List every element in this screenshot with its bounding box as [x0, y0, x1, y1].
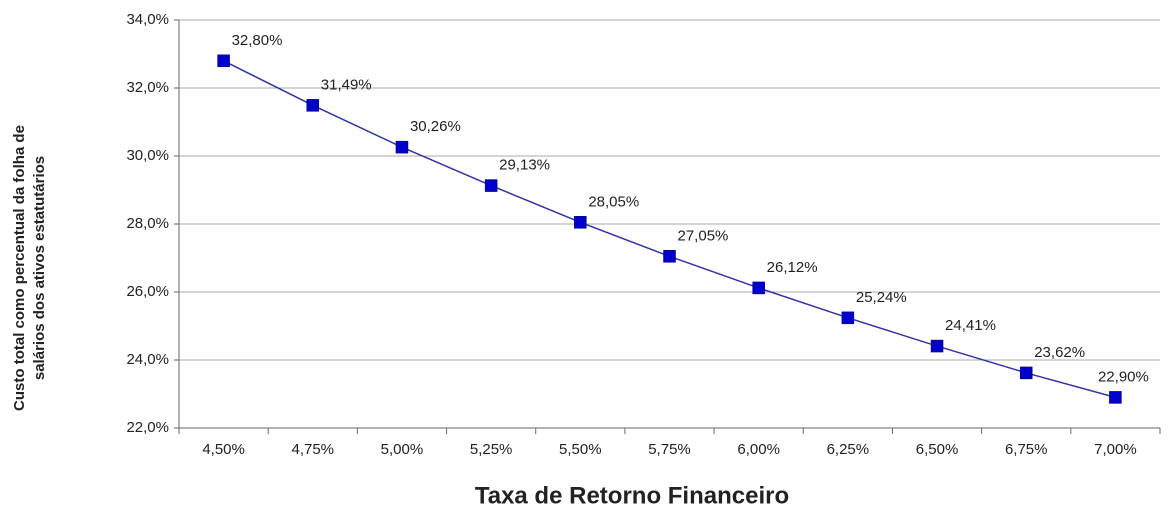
- x-tick-label: 5,25%: [470, 441, 513, 458]
- marker: [484, 179, 498, 192]
- marker: [752, 281, 765, 295]
- data-label: 28,05%: [588, 193, 639, 210]
- y-tick-label: 30,0%: [126, 147, 169, 164]
- marker: [1109, 391, 1122, 404]
- data-label: 30,26%: [410, 118, 461, 135]
- marker: [395, 140, 409, 154]
- x-tick-label: 6,75%: [1005, 441, 1048, 458]
- y-tick-label: 28,0%: [126, 215, 169, 232]
- x-tick-label: 5,00%: [381, 441, 424, 458]
- data-label: 31,49%: [321, 76, 372, 93]
- data-label: 24,41%: [945, 317, 996, 334]
- data-label: 29,13%: [499, 157, 550, 174]
- x-tick-label: 6,00%: [737, 441, 780, 458]
- y-axis-title: salários dos ativos estatutários: [31, 156, 48, 380]
- y-tick-label: 26,0%: [126, 283, 169, 300]
- x-axis-title: Taxa de Retorno Financeiro: [475, 482, 789, 509]
- data-label: 22,90%: [1098, 368, 1149, 385]
- y-tick-label: 22,0%: [126, 419, 169, 436]
- y-tick-label: 32,0%: [126, 79, 169, 96]
- x-tick-label: 7,00%: [1094, 441, 1137, 458]
- marker: [217, 54, 230, 68]
- marker: [663, 250, 676, 263]
- marker: [930, 339, 944, 353]
- marker: [574, 216, 587, 229]
- data-label: 32,80%: [232, 32, 283, 49]
- x-tick-label: 6,50%: [916, 441, 959, 458]
- x-tick-label: 5,50%: [559, 441, 602, 458]
- data-label: 23,62%: [1034, 344, 1085, 361]
- marker: [1019, 366, 1033, 380]
- data-label: 27,05%: [678, 227, 729, 244]
- x-tick-label: 6,25%: [827, 441, 870, 458]
- data-label: 25,24%: [856, 289, 907, 306]
- x-tick-label: 4,75%: [291, 441, 334, 458]
- marker: [841, 311, 855, 325]
- y-tick-label: 34,0%: [126, 11, 169, 28]
- x-tick-label: 5,75%: [648, 441, 691, 458]
- marker: [306, 99, 320, 112]
- x-tick-label: 4,50%: [202, 441, 245, 458]
- y-tick-label: 24,0%: [126, 351, 169, 368]
- data-label: 26,12%: [767, 259, 818, 276]
- y-axis-title: Custo total como percentual da folha de: [11, 125, 28, 411]
- series-line: [223, 60, 1116, 399]
